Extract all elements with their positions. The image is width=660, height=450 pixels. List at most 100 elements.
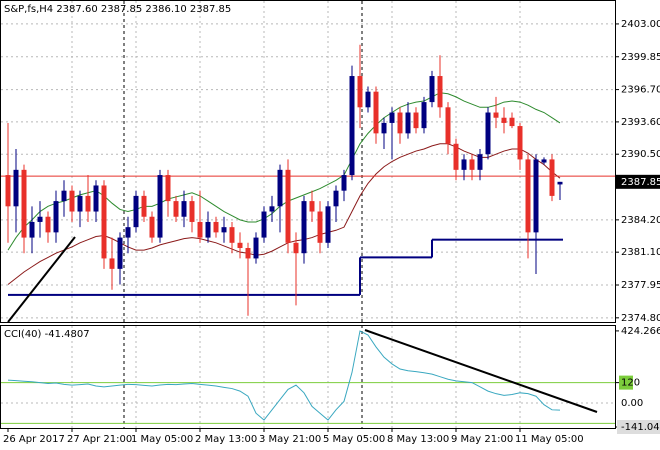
candle-body [61, 190, 67, 202]
candle-body [221, 227, 227, 233]
candle-body [13, 169, 19, 207]
candle-body [157, 175, 163, 238]
candle-body [125, 227, 131, 238]
cci-frame [0, 325, 616, 429]
y-tick-label: 2384.20 [621, 215, 660, 226]
candle-body [405, 112, 411, 134]
x-tick-label: 5 May 05:00 [323, 434, 385, 445]
candle-body [269, 206, 275, 212]
candle-body [285, 169, 291, 243]
candle-body [413, 112, 419, 129]
candle-body [357, 76, 363, 108]
y-tick-label: 2403.00 [621, 19, 660, 30]
candle-body [429, 76, 435, 103]
x-tick-label: 3 May 21:00 [259, 434, 321, 445]
candle-body [53, 201, 59, 233]
candle-body [293, 242, 299, 254]
indicator-line [7, 143, 561, 285]
candle-body [109, 258, 115, 269]
candle-body [397, 112, 403, 134]
candle-body [181, 201, 187, 217]
candle-body [533, 159, 539, 233]
candle-body [301, 201, 307, 254]
candle-body [37, 216, 43, 222]
candle-body [205, 221, 211, 238]
y-tick-label: 0.00 [621, 398, 643, 409]
candle-body [325, 206, 331, 243]
candle-body [5, 175, 11, 207]
level-badge [619, 375, 633, 390]
x-tick-label: 26 Apr 2017 [3, 434, 65, 445]
candle-body [373, 91, 379, 134]
y-tick-label: -141.0421 [621, 422, 660, 433]
y-tick-label: 2393.60 [621, 117, 660, 128]
candle-body [229, 227, 235, 243]
candle-body [517, 126, 523, 160]
candle-body [277, 169, 283, 207]
candle-body [365, 91, 371, 108]
y-tick-label: 2381.10 [621, 247, 660, 258]
candle-body [501, 117, 507, 123]
candle-body [93, 185, 99, 212]
candle-body [389, 112, 395, 123]
min-badge [617, 419, 660, 434]
cci-line [7, 330, 561, 421]
candle-body [141, 195, 147, 217]
candle-body [237, 242, 243, 249]
trendline [364, 329, 598, 413]
candle-body [29, 221, 35, 238]
candle-body [333, 190, 339, 207]
y-tick-label: 2374.80 [621, 313, 660, 324]
candle-body [261, 211, 267, 238]
candle-body [349, 76, 355, 176]
x-tick-label: 1 May 05:00 [131, 434, 193, 445]
trendline [7, 236, 76, 323]
candle-body [101, 185, 107, 259]
x-tick-label: 27 Apr 21:00 [67, 434, 132, 445]
candle-body [213, 221, 219, 233]
candle-body [69, 190, 75, 212]
candle-body [85, 195, 91, 212]
candle-body [173, 201, 179, 217]
candle-body [309, 201, 315, 212]
y-tick-label: 2390.50 [621, 149, 660, 160]
candle-body [133, 195, 139, 228]
y-tick-label: 120 [621, 378, 640, 389]
candle-body [485, 112, 491, 155]
x-tick-label: 11 May 05:00 [515, 434, 584, 445]
candle-body [117, 237, 123, 269]
candle-body [21, 169, 27, 238]
y-tick-label: 2377.95 [621, 280, 660, 291]
x-tick-label: 9 May 21:00 [451, 434, 513, 445]
y-tick-label: 424.2662 [621, 326, 660, 337]
candle-body [189, 201, 195, 222]
candle-body [165, 175, 171, 202]
candle-body [469, 159, 475, 170]
candle-body [317, 211, 323, 243]
candle-body [525, 159, 531, 233]
candle-body [421, 102, 427, 129]
candle-body [381, 122, 387, 134]
x-tick-label: 2 May 13:00 [195, 434, 257, 445]
candle-body [493, 112, 499, 118]
candle-body [445, 107, 451, 144]
candle-body [45, 216, 51, 233]
candle-body [245, 248, 251, 259]
candle-body [557, 181, 563, 185]
candle-body [477, 154, 483, 170]
candle-body [253, 237, 259, 259]
candle-body [437, 76, 443, 108]
chart-title: S&P,fs,H4 2387.60 2387.85 2386.10 2387.8… [4, 4, 231, 15]
indicator-line [7, 92, 561, 251]
candle-body [549, 159, 555, 196]
candle-body [509, 117, 515, 127]
cci-title: CCI(40) -41.4807 [4, 329, 90, 340]
candle-body [197, 221, 203, 238]
candle-body [541, 159, 547, 163]
y-tick-label: 2396.70 [621, 85, 660, 96]
candle-body [77, 195, 83, 212]
main-frame [0, 0, 616, 323]
candle-body [453, 143, 459, 170]
y-tick-label: 2399.85 [621, 52, 660, 63]
